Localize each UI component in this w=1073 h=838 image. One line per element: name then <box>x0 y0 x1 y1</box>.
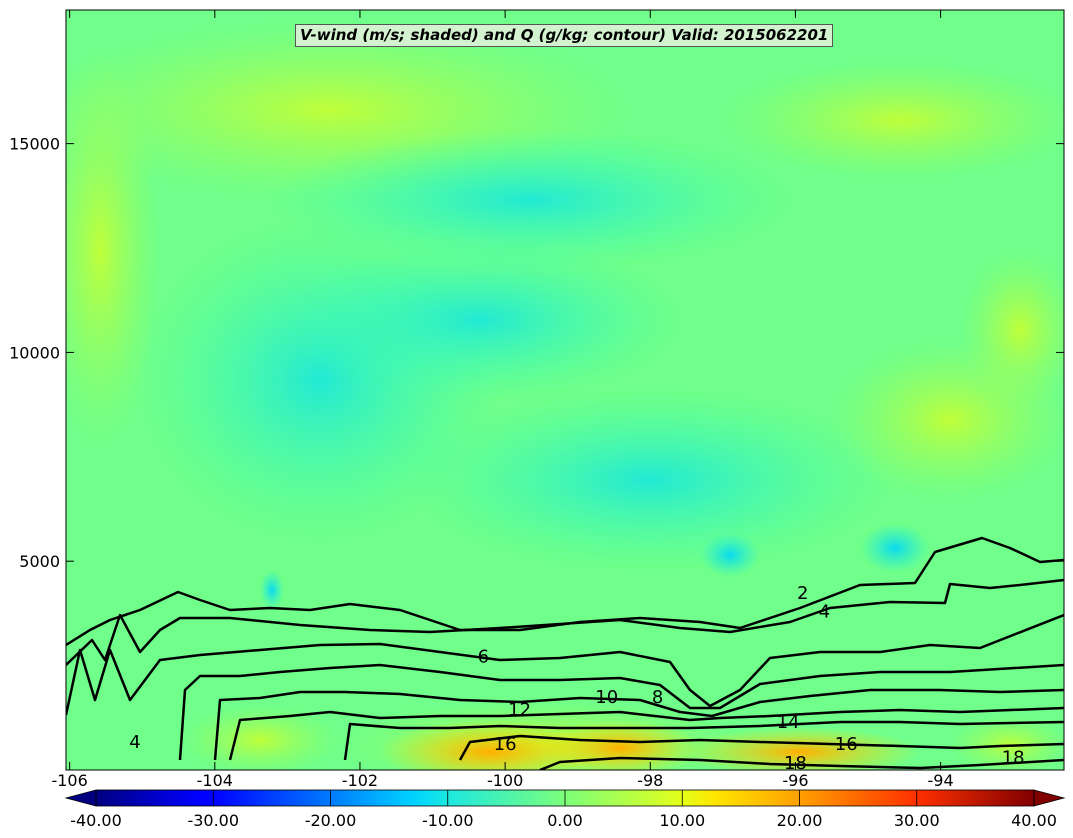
y-tick-label: 5000 <box>19 552 60 571</box>
contour-label: 10 <box>595 687 618 708</box>
q-contours <box>66 536 1064 770</box>
plot-area <box>66 10 1064 770</box>
shading-field <box>66 20 1064 770</box>
contour-label: 16 <box>494 734 517 755</box>
contour-6 <box>66 613 1064 716</box>
contour-label: 4 <box>129 732 140 753</box>
contour-8 <box>178 663 1064 761</box>
contour-10 <box>213 688 1064 761</box>
contour-label: 18 <box>1002 748 1025 769</box>
contour-label: 2 <box>797 583 808 604</box>
colorbar-tick-label: 20.00 <box>777 811 823 830</box>
colorbar-tick-label: -20.00 <box>305 811 357 830</box>
contour-label: 14 <box>777 712 800 733</box>
x-tick-label: -102 <box>342 771 378 790</box>
colorbar-tick-label: 30.00 <box>894 811 940 830</box>
contour-label: 16 <box>835 734 858 755</box>
y-tick-label: 15000 <box>9 135 60 154</box>
colorbar-tick-label: -40.00 <box>70 811 122 830</box>
colorbar: -40.00 -30.00 -20.00 -10.00 0.00 10.00 20.00 30… <box>64 789 1066 830</box>
colorbar-tick-label: -10.00 <box>422 811 474 830</box>
x-axis: -106 -104 -102 -100 -98 -96 -94 <box>51 10 954 790</box>
contour-16 <box>458 734 1064 761</box>
contour-14 <box>343 720 1064 761</box>
x-tick-label: -96 <box>782 771 808 790</box>
colorbar-tick-label: -30.00 <box>187 811 239 830</box>
plot-frame <box>65 9 1065 771</box>
colorbar-extend-right <box>1033 789 1066 807</box>
contour-12 <box>228 706 1064 761</box>
contour-label: 6 <box>478 647 489 668</box>
colorbar-ticks: -40.00 -30.00 -20.00 -10.00 0.00 10.00 20.00 30… <box>70 790 1057 830</box>
colorbar-tick-label: 10.00 <box>659 811 705 830</box>
chart-title: V-wind (m/s; shaded) and Q (g/kg; contou… <box>295 24 834 47</box>
contour-4 <box>66 578 1064 666</box>
colorbar-tick-label: 40.00 <box>1011 811 1057 830</box>
contour-label: 8 <box>652 687 663 708</box>
x-tick-label: -94 <box>928 771 954 790</box>
contour-18 <box>539 756 1064 770</box>
contour-label: 4 <box>819 602 830 623</box>
y-axis: 5000 10000 15000 <box>9 135 1064 571</box>
colorbar-tick-label: 0.00 <box>547 811 583 830</box>
x-tick-label: -104 <box>197 771 233 790</box>
y-tick-label: 10000 <box>9 343 60 362</box>
colorbar-extend-left <box>64 789 97 807</box>
x-tick-label: -106 <box>51 771 87 790</box>
contour-2 <box>66 536 1064 647</box>
contour-label: 12 <box>508 700 531 721</box>
x-tick-label: -100 <box>487 771 523 790</box>
x-tick-label: -98 <box>637 771 663 790</box>
